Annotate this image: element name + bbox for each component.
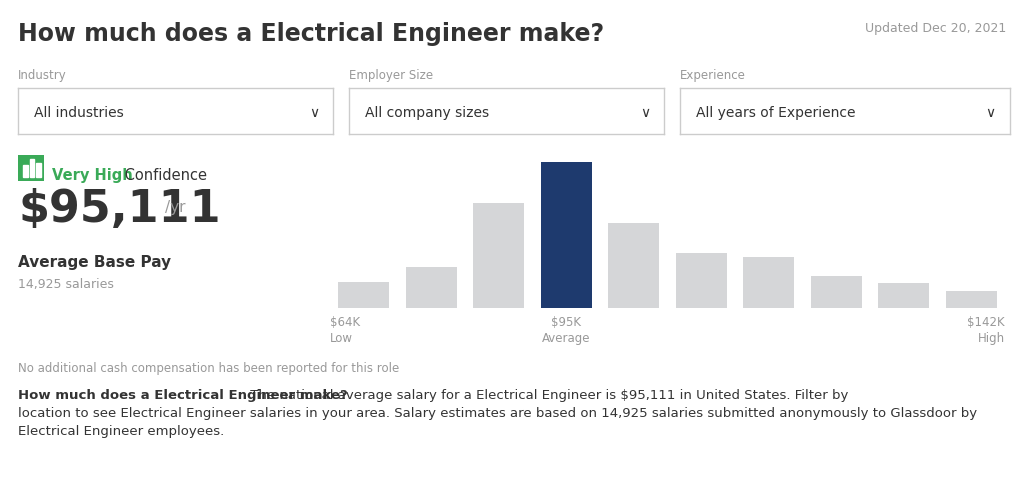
Bar <box>608 224 659 308</box>
Text: $95K: $95K <box>551 316 582 329</box>
Text: How much does a Electrical Engineer make?: How much does a Electrical Engineer make… <box>18 22 604 46</box>
Text: Low: Low <box>330 332 353 345</box>
Bar <box>473 203 524 308</box>
Text: High: High <box>978 332 1005 345</box>
Text: Industry: Industry <box>18 69 67 82</box>
Text: Experience: Experience <box>680 69 745 82</box>
Bar <box>743 257 794 308</box>
Text: Very High: Very High <box>52 168 133 183</box>
Text: All years of Experience: All years of Experience <box>696 106 856 120</box>
Text: 14,925 salaries: 14,925 salaries <box>18 278 114 291</box>
Text: Average Base Pay: Average Base Pay <box>18 255 171 270</box>
Text: $64K: $64K <box>330 316 360 329</box>
Bar <box>30 159 35 177</box>
Bar <box>406 267 457 308</box>
Text: How much does a Electrical Engineer make?: How much does a Electrical Engineer make… <box>18 389 348 402</box>
Text: Average: Average <box>542 332 591 345</box>
Text: The national average salary for a Electrical Engineer is $95,111 in United State: The national average salary for a Electr… <box>246 389 848 402</box>
Bar <box>676 252 727 308</box>
Text: Confidence: Confidence <box>120 168 207 183</box>
Text: Employer Size: Employer Size <box>349 69 433 82</box>
Bar <box>811 276 861 308</box>
Text: Updated Dec 20, 2021: Updated Dec 20, 2021 <box>864 22 1006 35</box>
Text: /yr: /yr <box>165 200 185 215</box>
Text: $142K: $142K <box>968 316 1005 329</box>
Text: No additional cash compensation has been reported for this role: No additional cash compensation has been… <box>18 362 399 375</box>
Text: ∨: ∨ <box>640 106 650 120</box>
Bar <box>946 291 996 308</box>
Bar <box>24 165 28 177</box>
Bar <box>339 282 389 308</box>
Bar <box>541 162 592 308</box>
Text: ∨: ∨ <box>309 106 319 120</box>
Bar <box>879 283 929 308</box>
Text: ∨: ∨ <box>985 106 995 120</box>
Bar <box>36 163 41 177</box>
Text: location to see Electrical Engineer salaries in your area. Salary estimates are : location to see Electrical Engineer sala… <box>18 407 977 420</box>
Text: $95,111: $95,111 <box>18 188 220 231</box>
Text: All company sizes: All company sizes <box>365 106 488 120</box>
Text: Electrical Engineer employees.: Electrical Engineer employees. <box>18 425 224 438</box>
Text: All industries: All industries <box>34 106 124 120</box>
